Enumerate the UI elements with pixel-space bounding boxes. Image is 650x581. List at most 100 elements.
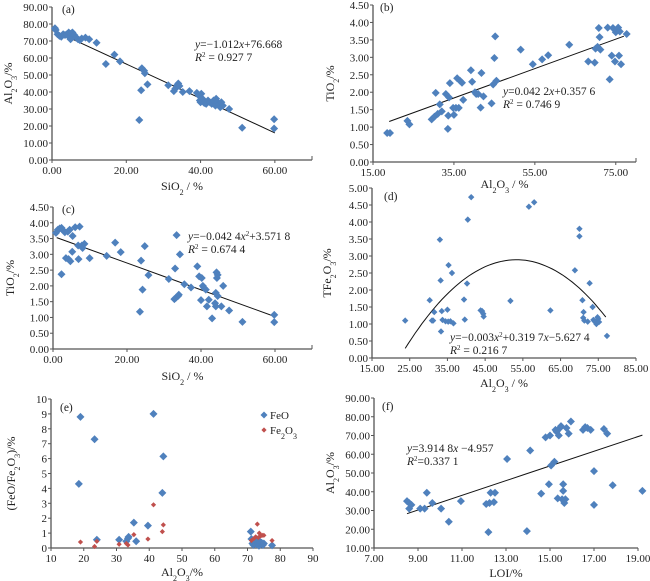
data-point [547,307,554,314]
data-point [57,223,66,232]
x-axis-label: Al2O3/% [161,565,203,581]
data-point [175,82,184,91]
data-point [584,318,591,325]
y-tick-label: 2.00 [350,87,370,99]
panel-e: 0 1 2 3 4 5 6 7 8 9 10 10 20 30 40 50 60 70 80 90 Al2O3/% (Fe… [4,394,319,581]
x-tick-label: 0.00 [43,354,63,366]
panel-c: 0.00 0.50 1.00 1.50 2.00 2.50 3.00 3.50 4.00 4.50… [3,202,313,387]
data-point [204,295,213,304]
data-point [143,521,152,530]
r-squared: R2 = 0.674 4 [187,243,246,256]
y-tick-label: 0.00 [29,155,49,167]
panel-label: (c) [62,204,75,216]
x-tick-label: 40.00 [188,165,213,177]
data-point [259,539,268,548]
trendline [55,30,276,134]
data-point [270,124,279,133]
data-point [605,75,614,84]
data-point [477,69,486,78]
regression-equation: y=−1.012x+76.668 [194,39,282,51]
y-tick-label: 2 [42,513,48,525]
data-point [208,314,217,323]
data-point [140,242,149,251]
y-tick-label: 2.50 [30,265,50,277]
x-tick-label: 50 [177,553,189,565]
data-point [269,537,275,544]
trendline [404,259,607,349]
y-tick-label: 1.50 [350,105,370,117]
y-tick-label: 60.00 [23,53,48,65]
x-tick-label: 35.00 [435,363,460,375]
data-point [586,280,593,287]
y-tick-label: 50.00 [345,468,370,480]
data-point [261,532,267,538]
data-point [579,297,586,304]
data-point [219,281,228,290]
data-point [492,76,501,85]
data-point [595,315,602,323]
data-point [213,270,222,279]
data-point [538,55,547,64]
data-point [270,318,279,327]
y-tick-label: 80.00 [345,412,370,424]
data-point [610,57,619,66]
data-point [268,541,277,550]
data-point [140,69,149,78]
y-tick-label: 40.00 [345,487,370,499]
y-tick-label: 10.00 [23,138,48,150]
data-point [445,261,452,269]
data-point [546,431,554,440]
panel-label: (b) [380,2,394,14]
data-point [489,498,498,507]
data-point [454,103,463,112]
data-point [544,51,553,60]
y-axis-label: TiO2/% [323,65,341,101]
data-point [544,480,553,489]
y-tick-label: 1.00 [349,319,369,331]
x-tick-label: 11.00 [450,553,475,565]
data-point [407,500,416,509]
data-point [185,87,194,96]
data-point [90,435,99,444]
data-point [158,488,167,497]
data-point [437,277,444,284]
data-point [622,29,631,38]
legend-marker [260,411,268,419]
y-tick-label: 3.50 [30,234,50,246]
data-point [444,306,451,313]
series-samples [401,193,611,340]
data-point [435,100,444,109]
data-point [444,517,453,526]
data-point [132,537,141,546]
data-point [175,250,184,259]
data-point [436,236,444,243]
data-point [571,267,579,274]
data-point [480,313,487,320]
legend-label: FeO [270,410,289,422]
data-point [129,518,138,527]
y-tick-label: 8 [42,424,48,436]
data-point [75,222,84,231]
x-tick-label: 9.00 [408,553,428,565]
data-point [450,320,457,327]
r-squared: R2 = 0.927 7 [194,51,253,64]
data-point [476,103,485,112]
data-point [416,504,425,513]
data-point [116,248,125,257]
data-point [608,481,617,490]
y-tick-label: 9 [42,409,48,421]
x-tick-label: 7.00 [364,553,384,565]
x-tick-label: 30 [111,553,123,565]
data-point [143,80,152,89]
data-point [459,95,468,104]
data-point [559,486,568,495]
data-point [445,93,454,102]
y-tick-label: 3 [42,498,48,510]
y-tick-label: 70.00 [23,36,48,48]
panel-label: (e) [60,402,73,414]
data-point [150,502,157,508]
data-point [431,88,440,97]
data-point [429,317,437,324]
y-axis-label: Al2O3/% [1,62,19,104]
data-point [164,274,173,283]
